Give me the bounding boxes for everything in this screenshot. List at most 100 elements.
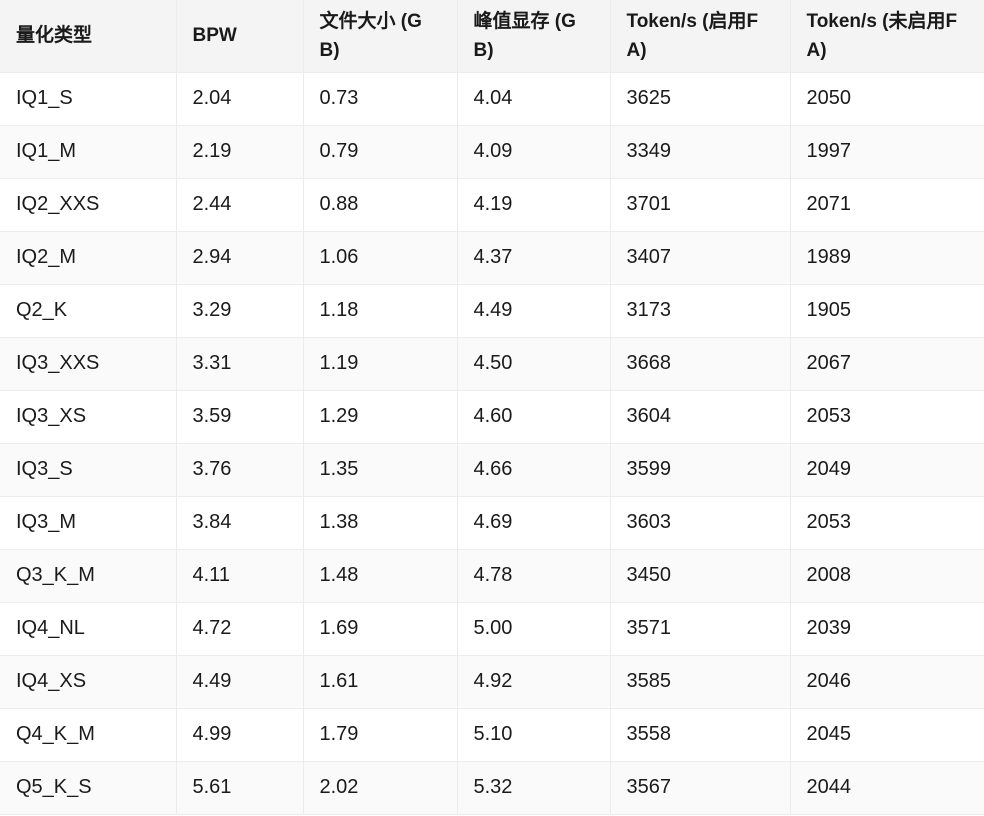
table-cell: 4.60	[457, 390, 611, 444]
header-cell: Token/s (启用FA)	[610, 0, 791, 73]
table-cell: Q4_K_M	[0, 708, 177, 762]
table-cell: 2071	[790, 178, 984, 232]
table-cell: 0.88	[303, 178, 458, 232]
table-cell: 4.92	[457, 655, 611, 709]
table-cell: 3599	[610, 443, 791, 497]
table-cell: 3668	[610, 337, 791, 391]
table-cell: 4.99	[176, 708, 304, 762]
table-cell: 4.69	[457, 496, 611, 550]
table-cell: 3349	[610, 125, 791, 179]
table-cell: Q2_K	[0, 284, 177, 338]
table-row: IQ2_XXS 2.44 0.88 4.19 3701 2071	[0, 178, 984, 232]
table-row: Q2_K 3.29 1.18 4.49 3173 1905	[0, 284, 984, 338]
table-cell: 1.19	[303, 337, 458, 391]
table-row: Q3_K_M 4.11 1.48 4.78 3450 2008	[0, 549, 984, 603]
table-cell: 5.32	[457, 761, 611, 815]
table-row: IQ1_S 2.04 0.73 4.04 3625 2050	[0, 72, 984, 126]
table-row: Q4_K_M 4.99 1.79 5.10 3558 2045	[0, 708, 984, 762]
table-cell: 2046	[790, 655, 984, 709]
table-cell: 3407	[610, 231, 791, 285]
table-row: IQ3_XS 3.59 1.29 4.60 3604 2053	[0, 390, 984, 444]
table-cell: 3.59	[176, 390, 304, 444]
table-cell: 3604	[610, 390, 791, 444]
table-row: IQ1_M 2.19 0.79 4.09 3349 1997	[0, 125, 984, 179]
table-cell: 3.29	[176, 284, 304, 338]
table-cell: 1.06	[303, 231, 458, 285]
table-cell: 0.79	[303, 125, 458, 179]
table-row: IQ2_M 2.94 1.06 4.37 3407 1989	[0, 231, 984, 285]
table-cell: 2.02	[303, 761, 458, 815]
table-cell: IQ3_XS	[0, 390, 177, 444]
table-cell: 1905	[790, 284, 984, 338]
table-cell: 4.66	[457, 443, 611, 497]
table-cell: 3.31	[176, 337, 304, 391]
table-cell: 1.79	[303, 708, 458, 762]
table-row: IQ3_XXS 3.31 1.19 4.50 3668 2067	[0, 337, 984, 391]
table-cell: 3701	[610, 178, 791, 232]
table-cell: 2.94	[176, 231, 304, 285]
table-cell: 5.00	[457, 602, 611, 656]
header-cell: 量化类型	[0, 0, 177, 73]
table-cell: IQ3_XXS	[0, 337, 177, 391]
table-cell: 4.19	[457, 178, 611, 232]
table-cell: 4.09	[457, 125, 611, 179]
table-row: IQ4_XS 4.49 1.61 4.92 3585 2046	[0, 655, 984, 709]
table-cell: 4.72	[176, 602, 304, 656]
table-cell: 3625	[610, 72, 791, 126]
table-cell: 3173	[610, 284, 791, 338]
header-cell: 峰值显存 (GB)	[457, 0, 611, 73]
table-cell: 3567	[610, 761, 791, 815]
table-cell: IQ1_S	[0, 72, 177, 126]
table-cell: Q5_K_S	[0, 761, 177, 815]
table-cell: 4.49	[457, 284, 611, 338]
table-row: IQ3_S 3.76 1.35 4.66 3599 2049	[0, 443, 984, 497]
table-cell: 3558	[610, 708, 791, 762]
table-cell: 2049	[790, 443, 984, 497]
table-row: IQ4_NL 4.72 1.69 5.00 3571 2039	[0, 602, 984, 656]
table-cell: 1.29	[303, 390, 458, 444]
table-cell: 1.18	[303, 284, 458, 338]
table-cell: 1.69	[303, 602, 458, 656]
table-body: IQ1_S 2.04 0.73 4.04 3625 2050 IQ1_M 2.19 0.79 4.…	[0, 72, 984, 815]
table-cell: 2044	[790, 761, 984, 815]
table-cell: IQ3_M	[0, 496, 177, 550]
table-cell: 4.37	[457, 231, 611, 285]
table-cell: 1989	[790, 231, 984, 285]
table-cell: 2008	[790, 549, 984, 603]
table-cell: 2.19	[176, 125, 304, 179]
table-cell: 4.04	[457, 72, 611, 126]
table-row: Q5_K_S 5.61 2.02 5.32 3567 2044	[0, 761, 984, 815]
table-cell: 3603	[610, 496, 791, 550]
table-cell: 2053	[790, 390, 984, 444]
table-cell: 1997	[790, 125, 984, 179]
table-cell: 4.50	[457, 337, 611, 391]
table-cell: IQ4_NL	[0, 602, 177, 656]
table-cell: 3.76	[176, 443, 304, 497]
table-cell: IQ2_M	[0, 231, 177, 285]
header-row: 量化类型 BPW 文件大小 (GB) 峰值显存 (GB) Token/s (启用FA) T…	[0, 0, 984, 73]
table-cell: 3585	[610, 655, 791, 709]
table-cell: IQ3_S	[0, 443, 177, 497]
table-cell: IQ1_M	[0, 125, 177, 179]
table-cell: 3450	[610, 549, 791, 603]
header-cell: Token/s (未启用FA)	[790, 0, 984, 73]
table-cell: 2.04	[176, 72, 304, 126]
table-cell: 2045	[790, 708, 984, 762]
table-cell: 2067	[790, 337, 984, 391]
table-cell: 2050	[790, 72, 984, 126]
table-cell: 3571	[610, 602, 791, 656]
table-cell: 4.49	[176, 655, 304, 709]
table-cell: 5.10	[457, 708, 611, 762]
header-cell: 文件大小 (GB)	[303, 0, 458, 73]
table-cell: 1.35	[303, 443, 458, 497]
table-cell: 2039	[790, 602, 984, 656]
table-cell: 0.73	[303, 72, 458, 126]
table-cell: 2053	[790, 496, 984, 550]
table-cell: 3.84	[176, 496, 304, 550]
table-cell: Q3_K_M	[0, 549, 177, 603]
table-cell: IQ4_XS	[0, 655, 177, 709]
table-cell: 5.61	[176, 761, 304, 815]
table-cell: 4.11	[176, 549, 304, 603]
table-cell: IQ2_XXS	[0, 178, 177, 232]
